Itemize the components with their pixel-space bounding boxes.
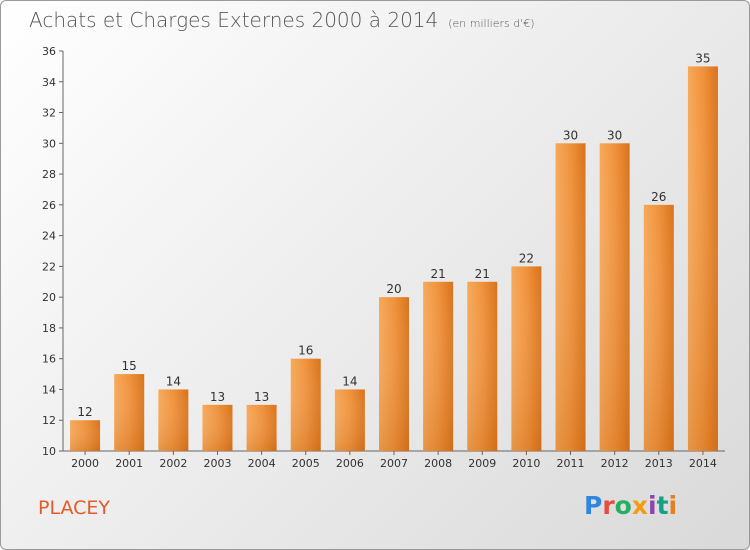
y-tick-label: 22: [42, 260, 56, 273]
chart-subtitle: (en milliers d'€): [448, 17, 535, 30]
x-tick-label: 2004: [248, 457, 276, 470]
y-tick-label: 14: [42, 383, 56, 396]
y-tick-label: 16: [42, 353, 56, 366]
bar-value-label: 15: [122, 359, 137, 373]
y-tick-label: 36: [42, 45, 56, 58]
x-tick-label: 2014: [689, 457, 717, 470]
chart-bars: 12 15 14 13 13 16 14 20 21 21 22 30 30 26 35: [70, 51, 718, 452]
logo-letter: i: [668, 491, 678, 520]
y-tick-label: 26: [42, 199, 56, 212]
bar-value-label: 13: [210, 390, 225, 404]
y-tick-label: 20: [42, 291, 56, 304]
bar-shade-2014: [687, 66, 718, 451]
x-tick-label: 2013: [645, 457, 673, 470]
x-tick-label: 2008: [424, 457, 452, 470]
x-tick-label: 2009: [468, 457, 496, 470]
bar-value-label: 21: [430, 267, 445, 281]
city-name: PLACEY: [38, 497, 111, 519]
logo-letter: x: [631, 491, 648, 520]
y-tick-label: 24: [42, 230, 56, 243]
y-tick-label: 32: [42, 107, 56, 120]
logo-letter: P: [584, 491, 603, 520]
y-tick-label: 30: [42, 137, 56, 150]
bar-shade-2004: [246, 404, 277, 451]
bar-value-label: 13: [254, 390, 269, 404]
bar-value-label: 16: [298, 344, 313, 358]
chart-axes: 10 12 14 16 18 20 22 24 26 28 30 32 34 36 2000 2001 2002…: [42, 45, 725, 470]
bar-shade-2011: [555, 143, 586, 452]
x-tick-label: 2012: [601, 457, 629, 470]
chart-title-text: Achats et Charges Externes 2000 à 2014: [29, 8, 439, 32]
bar-value-label: 20: [386, 282, 401, 296]
x-tick-label: 2001: [115, 457, 143, 470]
y-tick-label: 34: [42, 76, 56, 89]
y-tick-label: 28: [42, 168, 56, 181]
x-tick-label: 2010: [512, 457, 540, 470]
proxiti-logo[interactable]: Proxiti: [584, 491, 677, 520]
x-tick-label: 2003: [203, 457, 231, 470]
bar-shade-2012: [599, 143, 630, 452]
logo-letter: t: [656, 491, 669, 520]
bar-value-label: 30: [607, 128, 622, 142]
bar-value-label: 35: [695, 51, 710, 65]
x-tick-label: 2000: [71, 457, 99, 470]
x-tick-label: 2007: [380, 457, 408, 470]
bar-shade-2005: [290, 358, 321, 451]
y-tick-label: 12: [42, 414, 56, 427]
bar-shade-2001: [114, 374, 145, 451]
bar-shade-2000: [70, 420, 101, 451]
bar-value-label: 26: [651, 190, 666, 204]
logo-letter: i: [648, 491, 657, 520]
logo-letter: r: [602, 491, 615, 520]
bar-value-label: 12: [77, 405, 92, 419]
logo-letter: o: [614, 491, 632, 520]
x-tick-label: 2006: [336, 457, 364, 470]
x-tick-label: 2005: [292, 457, 320, 470]
bar-value-label: 22: [519, 251, 534, 265]
bar-shade-2003: [202, 404, 233, 451]
bar-shade-2009: [467, 281, 498, 451]
bar-shade-2013: [643, 204, 674, 451]
bar-shade-2007: [379, 297, 409, 451]
bar-shade-2008: [423, 281, 454, 451]
bar-value-label: 21: [475, 267, 490, 281]
bar-shade-2006: [334, 389, 365, 451]
chart-title: Achats et Charges Externes 2000 à 2014 (e…: [29, 8, 535, 32]
bar-value-label: 14: [166, 374, 181, 388]
x-tick-label: 2002: [159, 457, 187, 470]
bar-shade-2010: [511, 266, 542, 451]
y-tick-label: 10: [42, 445, 56, 458]
x-tick-label: 2011: [557, 457, 585, 470]
bar-shade-2002: [158, 389, 189, 451]
y-tick-label: 18: [42, 322, 56, 335]
bar-value-label: 14: [342, 374, 357, 388]
bar-value-label: 30: [563, 128, 578, 142]
